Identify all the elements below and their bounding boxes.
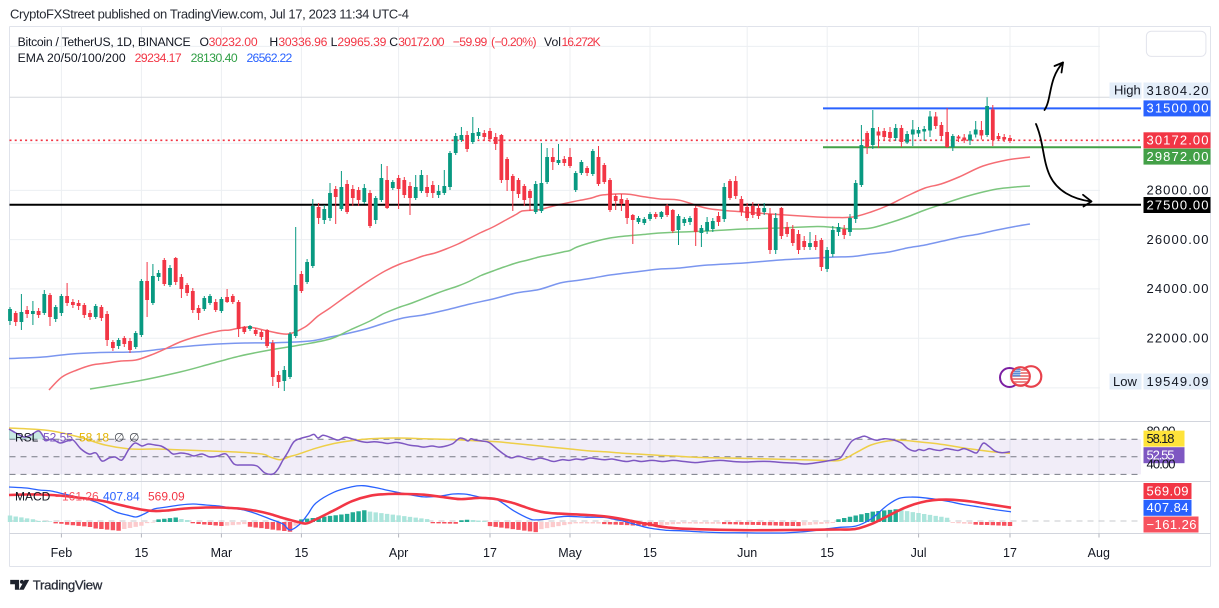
svg-text:−161.26: −161.26 xyxy=(1147,517,1197,532)
svg-text:30232.00: 30232.00 xyxy=(209,35,258,49)
svg-text:15: 15 xyxy=(294,546,308,560)
svg-text:Vol: Vol xyxy=(544,35,561,49)
svg-text:High: High xyxy=(1114,83,1141,98)
svg-text:15: 15 xyxy=(134,546,148,560)
svg-text:16.272K: 16.272K xyxy=(562,35,601,49)
svg-text:22000.00: 22000.00 xyxy=(1147,331,1209,346)
svg-text:19549.09: 19549.09 xyxy=(1147,374,1209,389)
svg-text:30172.00: 30172.00 xyxy=(398,35,444,49)
svg-text:Aug: Aug xyxy=(1088,546,1110,560)
svg-text:EMA 20/50/100/200: EMA 20/50/100/200 xyxy=(18,51,126,65)
svg-text:Jun: Jun xyxy=(737,546,757,560)
svg-text:Mar: Mar xyxy=(211,546,233,560)
svg-text:15: 15 xyxy=(820,546,834,560)
svg-text:L: L xyxy=(331,35,338,49)
svg-text:27500.00: 27500.00 xyxy=(1147,197,1209,212)
svg-text:−59.99: −59.99 xyxy=(453,35,488,49)
svg-text:28130.40: 28130.40 xyxy=(191,51,238,65)
svg-text:29965.39: 29965.39 xyxy=(337,35,386,49)
svg-text:26000.00: 26000.00 xyxy=(1147,232,1209,247)
svg-text:H: H xyxy=(269,35,278,49)
svg-text:30172.00: 30172.00 xyxy=(1147,133,1209,148)
svg-text:Jul: Jul xyxy=(911,546,927,560)
svg-text:Apr: Apr xyxy=(389,546,408,560)
svg-text:26562.22: 26562.22 xyxy=(247,51,293,65)
svg-text:C: C xyxy=(389,35,398,49)
svg-text:24000.00: 24000.00 xyxy=(1147,281,1209,296)
svg-text:TradingView: TradingView xyxy=(33,577,103,592)
svg-text:40.00: 40.00 xyxy=(1147,456,1176,471)
svg-text:15: 15 xyxy=(643,546,657,560)
svg-text:31500.00: 31500.00 xyxy=(1147,101,1209,116)
svg-text:(−0.20%): (−0.20%) xyxy=(491,35,537,49)
svg-text:29234.17: 29234.17 xyxy=(135,51,182,65)
svg-text:Bitcoin / TetherUS, 1D, BINANC: Bitcoin / TetherUS, 1D, BINANCE xyxy=(18,35,191,49)
svg-text:O: O xyxy=(200,35,209,49)
svg-text:407.84: 407.84 xyxy=(1147,500,1189,515)
svg-text:CryptoFXStreet published on Tr: CryptoFXStreet published on TradingView.… xyxy=(10,6,409,21)
svg-text:29872.00: 29872.00 xyxy=(1147,149,1209,164)
svg-text:Feb: Feb xyxy=(51,546,73,560)
svg-text:28000.00: 28000.00 xyxy=(1147,183,1209,198)
svg-text:May: May xyxy=(558,546,582,560)
svg-text:30336.96: 30336.96 xyxy=(278,35,327,49)
svg-text:Low: Low xyxy=(1113,374,1137,389)
svg-text:58.18: 58.18 xyxy=(1147,431,1175,446)
svg-text:17: 17 xyxy=(1003,546,1017,560)
svg-text:31804.20: 31804.20 xyxy=(1147,83,1209,98)
svg-text:17: 17 xyxy=(483,546,497,560)
svg-text:52.55: 52.55 xyxy=(1147,448,1175,463)
svg-text:569.09: 569.09 xyxy=(1147,483,1189,498)
